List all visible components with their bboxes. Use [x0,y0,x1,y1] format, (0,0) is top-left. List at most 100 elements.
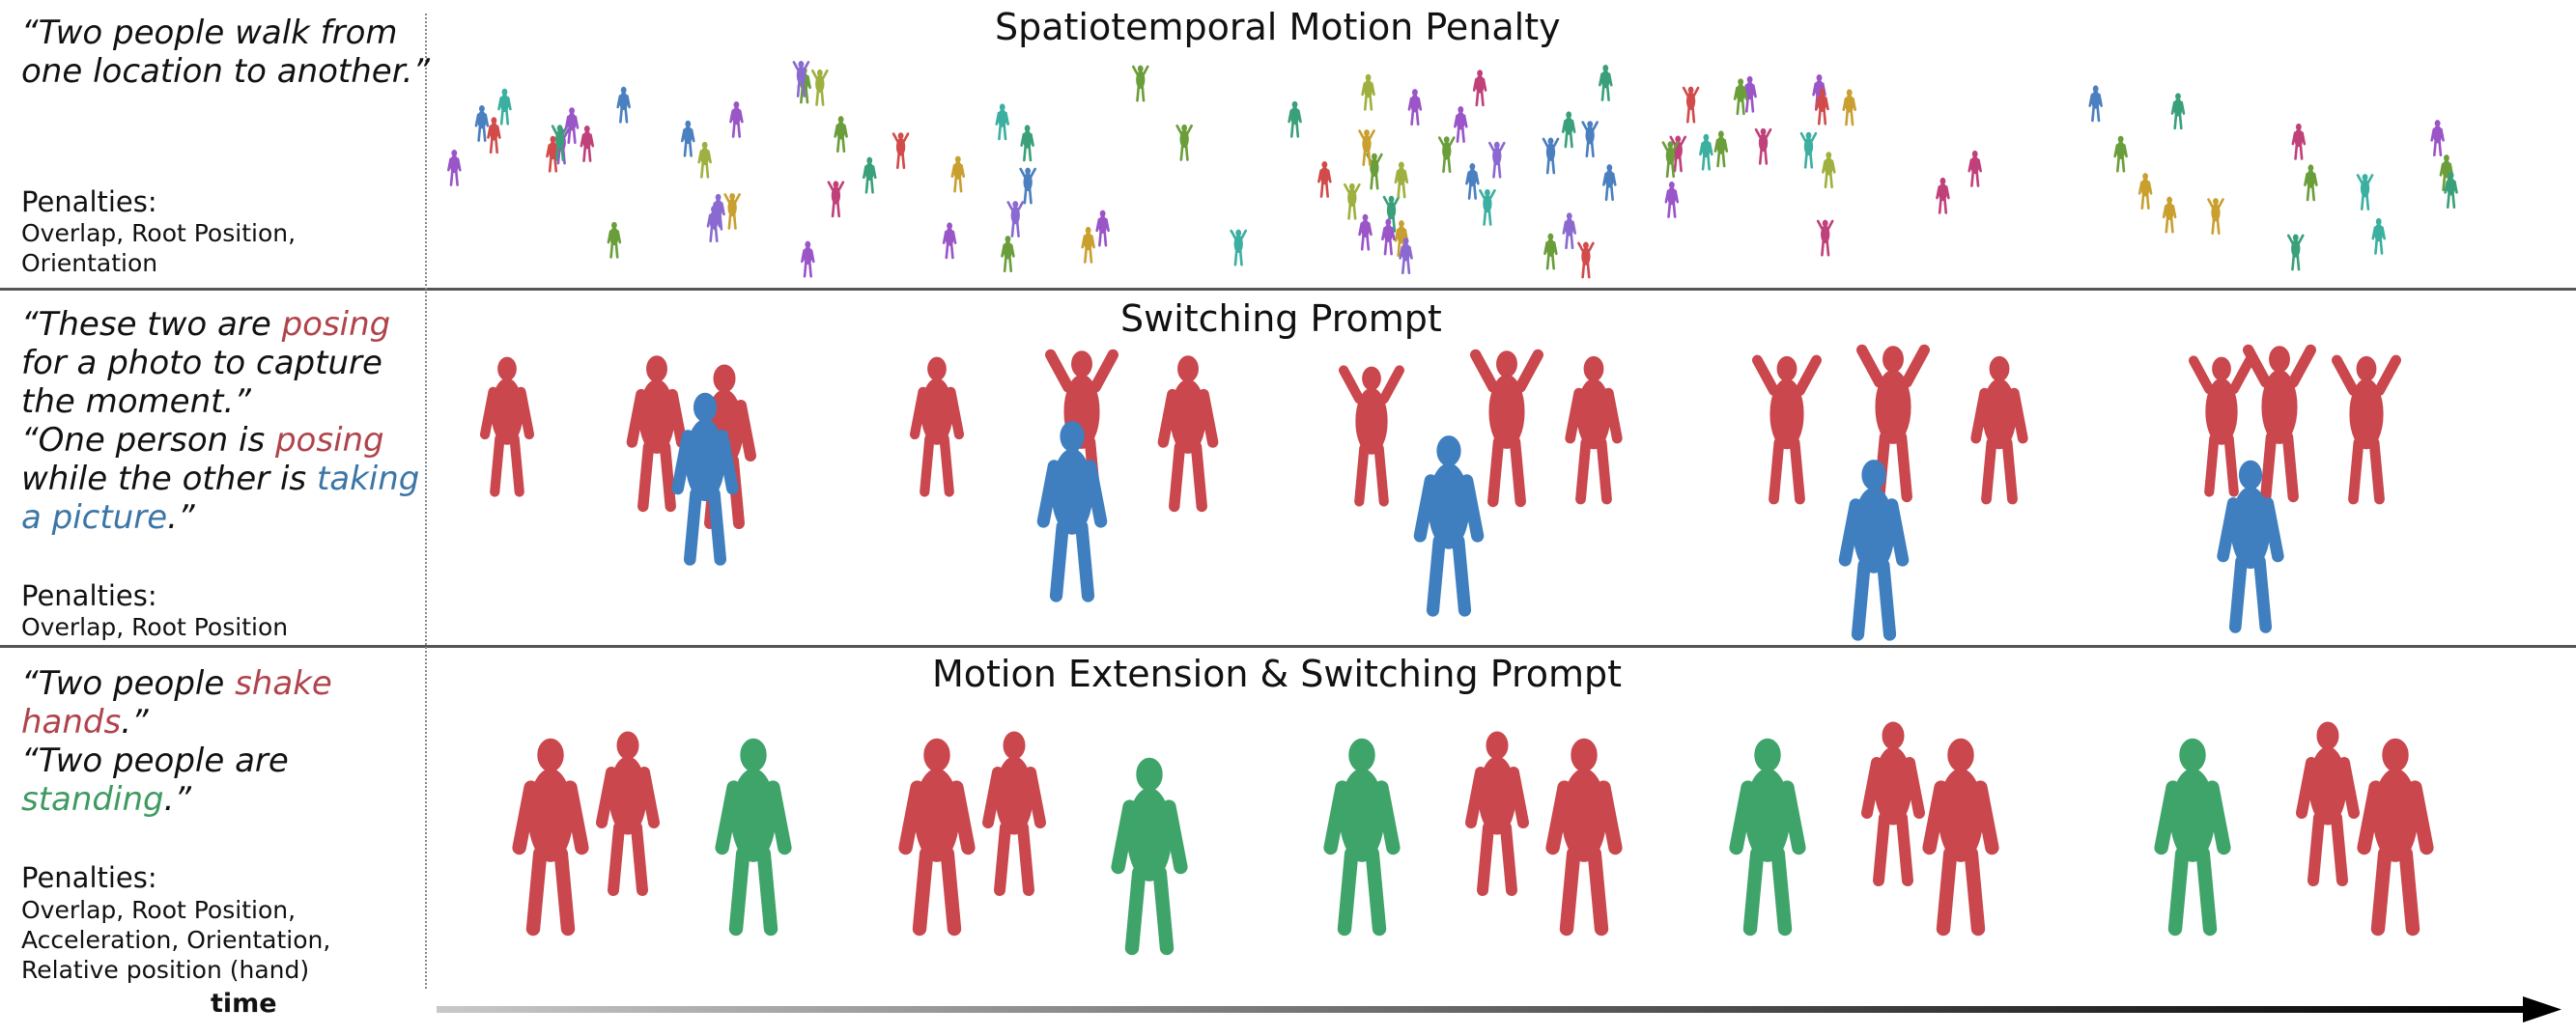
person-figure [479,356,535,497]
person-figure [892,132,910,170]
person-figure [1561,111,1576,149]
penalties-heading: Penalties: [21,861,157,894]
prompt-line: “Two people are [21,742,289,780]
person-figure [982,731,1046,896]
person-figure [1842,89,1856,126]
person-figure [1358,129,1375,166]
person-figure [1338,365,1405,507]
person-figure [1230,229,1248,266]
person-figure [1472,70,1487,107]
prompt-line: one location to another.” [21,52,430,91]
keyword-shake: shake [235,664,332,703]
person-figure [2286,234,2305,271]
row-switching-prompt: “These two are posing for a photo to cap… [0,292,2576,645]
person-figure [1967,150,1982,187]
prompt-line: while the other is taking [21,460,420,498]
person-figure [1562,212,1577,250]
penalties-heading: Penalties: [21,579,157,612]
person-figure [1822,152,1836,189]
person-figure [909,356,965,497]
person-figure [580,125,595,162]
person-figure [596,731,660,896]
person-figure [2430,120,2445,157]
person-figure [1344,182,1361,220]
person-figure [2217,460,2284,633]
person-figure [1081,226,1095,264]
row-spatiotemporal: “Two people walk from one location to an… [0,0,2576,288]
person-figure [1542,137,1560,175]
person-figure [1006,201,1025,238]
person-figure [1970,355,2028,505]
person-figure [1581,121,1599,158]
person-figure [729,100,744,138]
person-figure [1543,233,1558,270]
person-figure [1545,738,1623,937]
penalty-line: Overlap, Root Position, [21,896,297,924]
person-figure [697,141,712,179]
person-figure [2154,738,2231,937]
person-figure [1454,106,1468,143]
penalties-heading: Penalties: [21,185,157,218]
person-figure [1399,238,1413,275]
person-figure [715,738,792,937]
person-figure [1733,78,1748,116]
person-figure [1469,349,1544,508]
person-figure [681,120,695,157]
person-figure [723,192,741,230]
person-figure [2356,174,2374,210]
person-figure [497,88,512,126]
person-figure [1816,219,1834,257]
row-divider-1 [0,288,2576,291]
person-figure [1288,100,1302,138]
row-title: Spatiotemporal Motion Penalty [995,6,1561,48]
person-figure [2332,354,2401,505]
person-figure [616,86,631,124]
person-figure [1407,89,1423,126]
prompt-line: for a photo to capture [21,344,382,382]
prompt-line: “These two are posing [21,305,391,344]
keyword-hands: hands [21,703,122,742]
person-figure [551,125,569,162]
person-figure [1815,88,1829,126]
row-title: Motion Extension & Switching Prompt [932,653,1623,695]
prompt-text: “These two are posing for a photo to cap… [21,305,419,537]
person-figure [995,103,1009,141]
penalty-line: Orientation [21,249,158,277]
person-figure [2137,173,2153,210]
posing-figures [479,344,2401,641]
person-figure [626,355,688,513]
keyword-posing: posing [281,305,391,344]
person-figure [2162,196,2177,234]
person-figure [1664,181,1680,218]
penalty-line: Relative position (hand) [21,956,310,984]
person-figure [2357,738,2434,937]
person-figure [950,155,966,193]
person-figure [862,156,877,194]
person-figure [1465,162,1480,200]
person-figure [1577,241,1595,279]
penalties-list: Overlap, Root Position, Orientation [21,218,296,278]
prompt-text: “Two people walk from one location to an… [21,14,430,91]
person-figure [2291,123,2307,160]
penalty-line: Overlap, Root Position, [21,219,297,247]
row-title: Switching Prompt [1120,297,1442,340]
person-figure [1752,354,1822,505]
person-figure [564,107,580,145]
person-figure [1111,757,1188,956]
row-motion-extension: “Two people shake hands.” “Two people ar… [0,649,2576,1036]
person-figure [2371,217,2386,255]
person-figure [2207,198,2224,236]
person-figure [801,240,815,278]
person-figure [1936,177,1950,214]
person-figure [1036,421,1108,602]
person-figure [898,738,976,937]
person-figure [447,149,462,186]
person-figure [1358,213,1373,251]
person-figure [512,738,589,937]
person-figure [1317,160,1332,198]
time-arrow-shaft [437,1006,2523,1013]
person-figure [1699,133,1713,171]
person-figure [711,193,725,231]
penalties-list: Overlap, Root Position, Acceleration, Or… [21,895,330,985]
person-figure [2444,172,2458,210]
